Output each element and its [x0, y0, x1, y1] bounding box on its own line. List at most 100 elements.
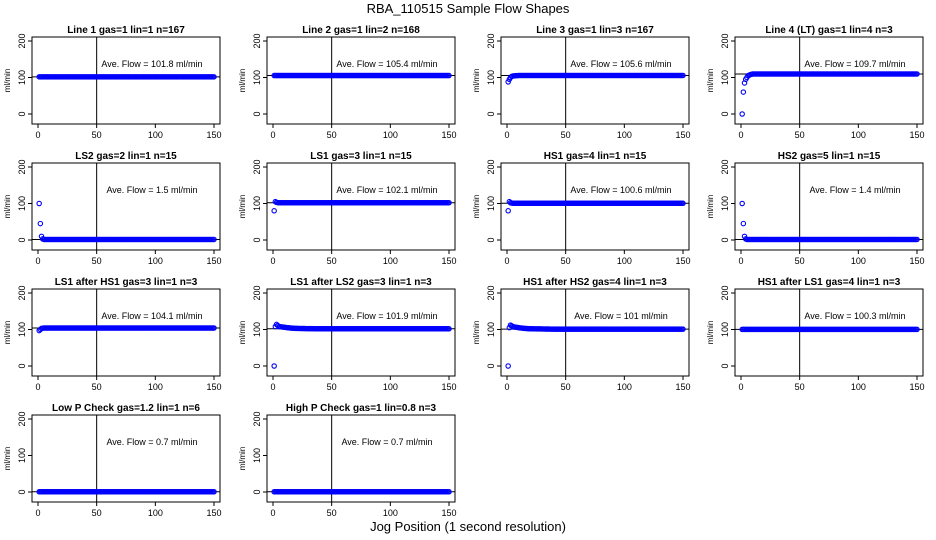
plot-box — [734, 162, 924, 251]
plot-box — [500, 162, 690, 251]
average-flow-label: Ave. Flow = 1.5 ml/min — [106, 185, 197, 195]
x-tick-label: 0 — [35, 382, 40, 392]
y-tick-label: 0 — [17, 111, 27, 116]
panel-title: High P Check gas=1 lin=0.8 n=3 — [286, 403, 437, 414]
y-axis-title: ml/min — [3, 321, 12, 345]
x-tick-label: 0 — [35, 256, 40, 266]
average-flow-label: Ave. Flow = 101.8 ml/min — [101, 59, 202, 69]
x-tick-label: 50 — [327, 256, 337, 266]
panel-title: Low P Check gas=1.2 lin=1 n=6 — [52, 403, 200, 414]
y-axis-title: ml/min — [238, 447, 247, 471]
average-flow-label: Ave. Flow = 100.6 ml/min — [570, 185, 671, 195]
y-tick-label: 100 — [486, 70, 496, 85]
y-tick-label: 100 — [720, 196, 730, 211]
x-tick-label: 0 — [504, 382, 509, 392]
x-tick-label: 50 — [561, 256, 571, 266]
y-tick-label: 200 — [252, 411, 262, 426]
average-flow-label: Ave. Flow = 101 ml/min — [574, 311, 668, 321]
panel-title: Line 1 gas=1 lin=1 n=167 — [67, 25, 185, 36]
panel-title: LS1 after LS2 gas=3 lin=1 n=3 — [290, 277, 432, 288]
x-tick-label: 150 — [675, 256, 690, 266]
y-axis-title: ml/min — [472, 321, 481, 345]
x-tick-label: 100 — [851, 256, 866, 266]
x-tick-label: 100 — [851, 130, 866, 140]
data-point — [680, 200, 686, 207]
plot-box — [266, 414, 456, 503]
y-tick-label: 200 — [17, 159, 27, 174]
data-point — [505, 208, 511, 214]
average-flow-label: Ave. Flow = 105.6 ml/min — [570, 59, 671, 69]
x-tick-label: 150 — [441, 508, 456, 518]
y-tick-label: 200 — [17, 285, 27, 300]
panel-title: Line 4 (LT) gas=1 lin=4 n=3 — [765, 25, 893, 36]
y-tick-label: 100 — [17, 448, 27, 463]
x-tick-label: 100 — [148, 256, 163, 266]
x-tick-label: 50 — [561, 130, 571, 140]
plot-box — [31, 162, 221, 251]
panel-title: HS1 after LS1 gas=4 lin=1 n=3 — [758, 277, 901, 288]
panel-2: Line 2 gas=1 lin=2 n=168 Ave. Flow = 105.… — [238, 25, 457, 140]
y-tick-label: 200 — [486, 33, 496, 48]
data-point — [446, 488, 452, 495]
plot-box — [266, 36, 456, 125]
data-point — [739, 200, 745, 207]
y-tick-label: 0 — [17, 363, 27, 368]
x-tick-label: 100 — [148, 382, 163, 392]
data-point — [211, 488, 217, 495]
y-tick-label: 100 — [252, 196, 262, 211]
y-tick-label: 100 — [720, 322, 730, 337]
x-tick-label: 0 — [270, 382, 275, 392]
panel-12: HS1 after LS1 gas=4 lin=1 n=3 Ave. Flow =… — [706, 277, 925, 392]
panel-title: HS1 after HS2 gas=4 lin=1 n=3 — [523, 277, 667, 288]
x-tick-label: 150 — [909, 256, 924, 266]
x-tick-label: 150 — [441, 256, 456, 266]
x-tick-label: 150 — [206, 508, 221, 518]
x-tick-label: 0 — [738, 256, 743, 266]
panel-3: Line 3 gas=1 lin=3 n=167 Ave. Flow = 105.… — [472, 25, 691, 140]
y-tick-label: 0 — [17, 237, 27, 242]
y-tick-label: 200 — [486, 159, 496, 174]
x-tick-label: 50 — [92, 130, 102, 140]
x-tick-label: 0 — [504, 130, 509, 140]
y-tick-label: 200 — [17, 411, 27, 426]
data-point — [37, 220, 44, 227]
x-tick-label: 50 — [327, 508, 337, 518]
y-tick-label: 200 — [252, 285, 262, 300]
y-tick-label: 0 — [252, 363, 262, 368]
panel-11: HS1 after HS2 gas=4 lin=1 n=3 Ave. Flow =… — [472, 277, 691, 392]
x-tick-label: 100 — [148, 130, 163, 140]
panel-14: High P Check gas=1 lin=0.8 n=3 Ave. Flow … — [238, 403, 457, 518]
panel-title: LS1 gas=3 lin=1 n=15 — [310, 151, 412, 162]
data-point — [505, 79, 511, 85]
y-axis-title: ml/min — [472, 69, 481, 93]
data-point — [211, 74, 217, 80]
x-tick-label: 50 — [795, 256, 805, 266]
x-tick-label: 0 — [270, 256, 275, 266]
average-flow-label: Ave. Flow = 105.4 ml/min — [336, 59, 437, 69]
data-point — [211, 236, 217, 243]
y-tick-label: 0 — [720, 237, 730, 242]
y-tick-label: 100 — [486, 322, 496, 337]
y-tick-label: 100 — [17, 322, 27, 337]
panel-7: HS1 gas=4 lin=1 n=15 Ave. Flow = 100.6 ml… — [472, 151, 691, 266]
plot-box — [31, 288, 221, 377]
x-tick-label: 0 — [270, 130, 275, 140]
figure-title: RBA_110515 Sample Flow Shapes — [366, 1, 570, 16]
y-axis-title: ml/min — [706, 321, 715, 345]
y-tick-label: 0 — [252, 489, 262, 494]
x-tick-label: 100 — [617, 256, 632, 266]
average-flow-label: Ave. Flow = 102.1 ml/min — [336, 185, 437, 195]
x-tick-label: 100 — [383, 256, 398, 266]
average-flow-label: Ave. Flow = 0.7 ml/min — [341, 437, 432, 447]
average-flow-label: Ave. Flow = 100.3 ml/min — [804, 311, 905, 321]
x-tick-label: 150 — [206, 256, 221, 266]
data-point — [271, 208, 277, 214]
y-tick-label: 200 — [486, 285, 496, 300]
data-point — [914, 326, 920, 333]
y-axis-title: ml/min — [238, 195, 247, 219]
data-point — [211, 325, 217, 331]
x-tick-label: 50 — [92, 256, 102, 266]
data-point — [740, 220, 747, 227]
x-tick-label: 100 — [383, 130, 398, 140]
plot-box — [31, 36, 221, 125]
